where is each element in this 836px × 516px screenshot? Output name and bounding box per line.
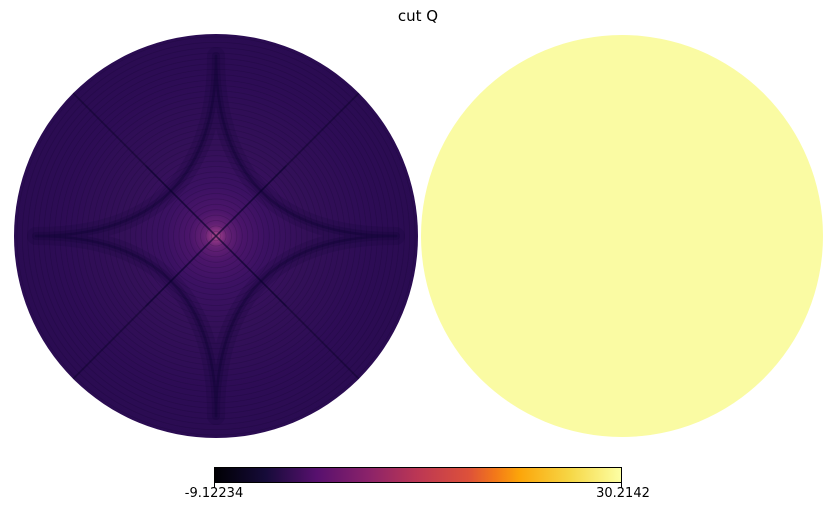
colorbar [214, 467, 622, 483]
colorbar-tick-min [214, 483, 215, 488]
colorbar-min-label: -9.12234 [184, 486, 244, 501]
right-hemisphere-map [421, 35, 823, 437]
left-hemisphere-map [14, 34, 418, 438]
colorbar-gradient [215, 468, 621, 482]
quadrupole-pattern [27, 47, 405, 425]
plot-title: cut Q [397, 7, 439, 25]
colorbar-max-label: 30.2142 [596, 486, 650, 501]
colorbar-tick-max [621, 483, 622, 488]
